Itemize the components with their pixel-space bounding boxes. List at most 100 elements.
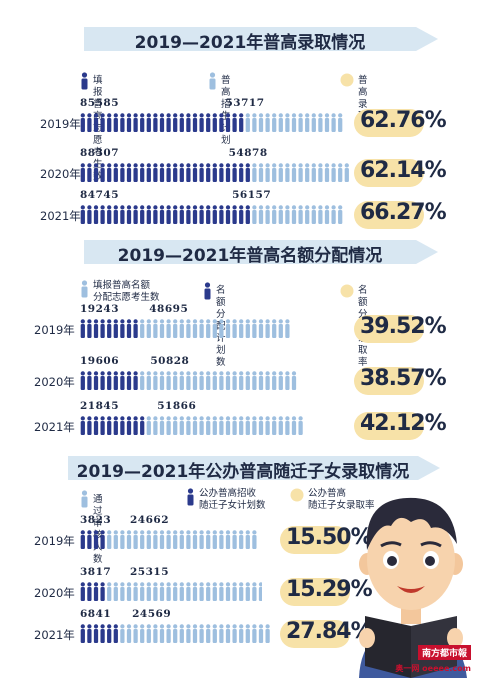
- value-label-primary: 19243: [80, 303, 120, 315]
- rate-value: 15.50%: [286, 525, 373, 550]
- bar-公办普高招收随迁子女计划数: [80, 530, 105, 549]
- value-label-secondary: 24569: [132, 608, 172, 620]
- value-label-secondary: 54878: [228, 147, 268, 159]
- value-label-primary: 6841: [80, 608, 112, 620]
- rate-dot-icon: [340, 284, 354, 298]
- rate-dot-icon: [290, 488, 304, 502]
- legend-label: 公办普高招收 随迁子女计划数: [199, 488, 266, 511]
- value-label-primary: 21845: [80, 400, 120, 412]
- section-quota: 2019—2021年普高名额分配情况 填报普高名额 分配志愿考生数 名额分配计划…: [0, 236, 477, 456]
- rate-value: 39.52%: [360, 314, 447, 339]
- person-dark-icon: [81, 72, 88, 90]
- pictogram-row: [80, 319, 290, 338]
- pictogram-row: [80, 416, 303, 435]
- bar-普高招生计划: [245, 113, 343, 132]
- person-dark-icon: [187, 488, 194, 506]
- value-label-primary: 3817: [80, 566, 112, 578]
- chart-title: 2019—2021年普高名额分配情况: [117, 246, 383, 266]
- bar-名额分配计划数: [80, 371, 138, 390]
- pictogram-row: [80, 582, 262, 601]
- year-label: 2021年: [34, 628, 75, 642]
- student-reading-illustration: [359, 497, 467, 678]
- person-light-icon: [81, 490, 88, 508]
- bar-填报普高名额分配志愿考生数: [140, 371, 297, 390]
- value-label-primary: 85585: [80, 97, 120, 109]
- legend-item-plan: 普高招生计划: [208, 72, 231, 147]
- rate-highlight: [354, 315, 424, 343]
- year-label: 2019年: [34, 534, 75, 548]
- rate-value: 42.12%: [360, 411, 447, 436]
- person-light-icon: [209, 72, 216, 90]
- bar-填报普高名额分配志愿考生数: [140, 319, 290, 338]
- title-bar: 2019—2021年普高名额分配情况: [84, 240, 438, 266]
- legend-item-applicants: 填报普高名额 分配志愿考生数: [80, 280, 160, 304]
- bar-填报普高志愿考生数: [80, 113, 244, 132]
- section-migrant: 2019—2021年公办普高随迁子女录取情况 通过审核人数 公办普高招收 随迁子…: [0, 456, 477, 678]
- bar-普高招生计划: [252, 205, 343, 224]
- bar-名额分配计划数: [80, 319, 138, 338]
- bar-填报普高名额分配志愿考生数: [146, 416, 303, 435]
- rate-value: 62.14%: [360, 158, 447, 183]
- pictogram-row: [80, 113, 343, 132]
- value-label-secondary: 25315: [130, 566, 170, 578]
- value-label-primary: 84745: [80, 189, 120, 201]
- value-label-secondary: 50828: [150, 355, 190, 367]
- rate-value: 27.84%: [286, 619, 373, 644]
- year-label: 2020年: [34, 375, 75, 389]
- year-label: 2019年: [34, 323, 75, 337]
- bar-通过审核人数: [107, 582, 262, 601]
- value-label-secondary: 48695: [149, 303, 189, 315]
- rate-highlight: [354, 159, 424, 187]
- year-label: 2020年: [40, 167, 81, 181]
- pictogram-row: [80, 530, 257, 549]
- title-bar: 2019—2021年公办普高随迁子女录取情况: [68, 456, 440, 482]
- rate-value: 15.29%: [286, 577, 373, 602]
- pictogram-row: [80, 163, 349, 182]
- bar-通过审核人数: [120, 624, 270, 643]
- rate-highlight: [354, 109, 424, 137]
- bar-通过审核人数: [107, 530, 257, 549]
- rate-highlight: [354, 201, 424, 229]
- value-label-secondary: 24662: [130, 514, 170, 526]
- year-label: 2019年: [40, 117, 81, 131]
- person-dark-icon: [204, 282, 211, 300]
- chart-title: 2019—2021年普高录取情况: [134, 33, 366, 53]
- rate-highlight: [280, 526, 350, 554]
- bar-填报普高志愿考生数: [80, 205, 250, 224]
- legend-item-plan: 公办普高招收 随迁子女计划数: [186, 488, 266, 512]
- legend-label: 普高招生计划: [221, 75, 231, 146]
- rate-highlight: [354, 367, 424, 395]
- title-bar: 2019—2021年普高录取情况: [84, 27, 438, 53]
- rate-value: 62.76%: [360, 108, 447, 133]
- year-label: 2020年: [34, 586, 75, 600]
- rate-dot-icon: [340, 73, 354, 87]
- chart-title: 2019—2021年公办普高随迁子女录取情况: [76, 462, 410, 482]
- rate-highlight: [280, 578, 350, 606]
- bar-普高招生计划: [252, 163, 349, 182]
- bar-名额分配计划数: [80, 416, 145, 435]
- watermark-site: 奥一网 oeeee.com: [395, 664, 471, 673]
- watermark-logo: 南方都市報: [417, 645, 471, 660]
- legend-item-reviewed: 通过审核人数: [80, 490, 103, 566]
- rate-highlight: [280, 620, 350, 648]
- legend-label: 公办普高 随迁子女录取率: [308, 488, 375, 511]
- rate-value: 66.27%: [360, 200, 447, 225]
- year-label: 2021年: [40, 209, 81, 223]
- value-label-primary: 88307: [80, 147, 120, 159]
- value-label-primary: 19606: [80, 355, 120, 367]
- value-label-secondary: 51866: [157, 400, 197, 412]
- bar-公办普高招收随迁子女计划数: [80, 582, 105, 601]
- year-label: 2021年: [34, 420, 75, 434]
- value-label-secondary: 53717: [225, 97, 265, 109]
- pictogram-row: [80, 371, 297, 390]
- pictogram-row: [80, 624, 270, 643]
- rate-highlight: [354, 412, 424, 440]
- value-label-primary: 3823: [80, 514, 112, 526]
- legend-label: 填报普高名额 分配志愿考生数: [93, 280, 160, 303]
- person-light-icon: [81, 280, 88, 298]
- value-label-secondary: 56157: [232, 189, 272, 201]
- bar-填报普高志愿考生数: [80, 163, 250, 182]
- legend-item-rate: 公办普高 随迁子女录取率: [290, 488, 375, 512]
- bar-公办普高招收随迁子女计划数: [80, 624, 118, 643]
- rate-value: 38.57%: [360, 366, 447, 391]
